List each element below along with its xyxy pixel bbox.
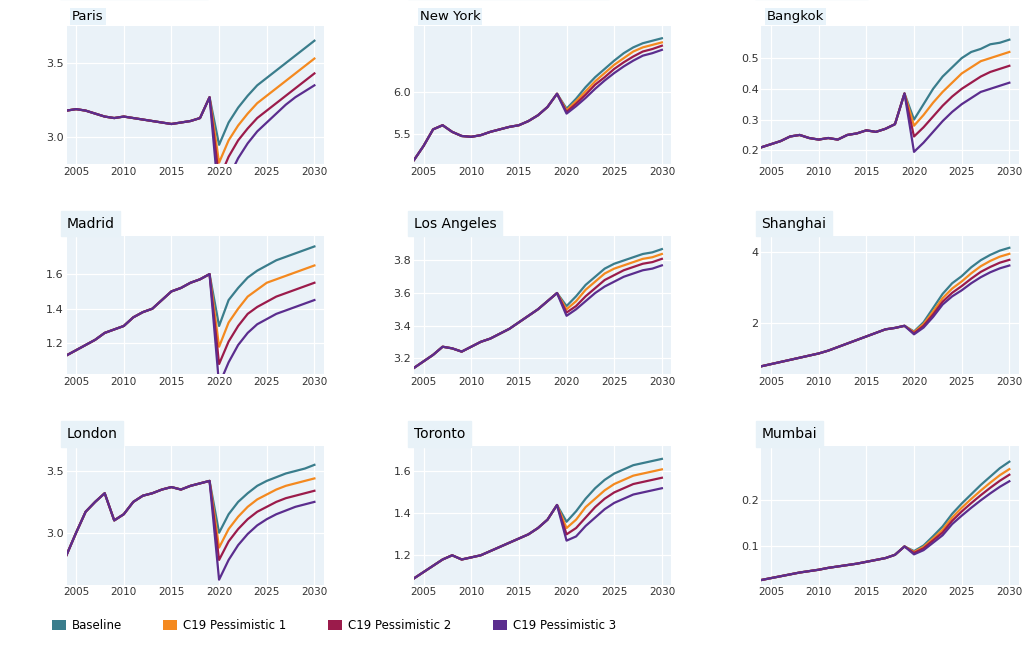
Text: Toronto: Toronto (420, 430, 469, 444)
Legend: Baseline, C19 Pessimistic 1, C19 Pessimistic 2, C19 Pessimistic 3: Baseline, C19 Pessimistic 1, C19 Pessimi… (47, 614, 621, 637)
Text: Paris: Paris (72, 10, 103, 23)
Text: London: London (67, 427, 118, 441)
Text: Shanghai: Shanghai (767, 220, 829, 233)
Text: Madrid: Madrid (67, 217, 115, 231)
Text: London: London (72, 430, 121, 444)
Text: New York: New York (420, 10, 480, 23)
Text: Shanghai: Shanghai (767, 220, 829, 233)
Text: Mumbai: Mumbai (767, 430, 820, 444)
Text: Paris: Paris (72, 10, 103, 23)
Text: Madrid: Madrid (72, 220, 118, 233)
Text: Madrid: Madrid (72, 220, 118, 233)
Text: Toronto: Toronto (420, 430, 469, 444)
Text: Mumbai: Mumbai (767, 430, 820, 444)
Text: New York: New York (420, 10, 480, 23)
Text: Shanghai: Shanghai (762, 217, 826, 231)
Text: Los Angeles: Los Angeles (414, 217, 497, 231)
Text: Bangkok: Bangkok (767, 10, 824, 23)
Text: Los Angeles: Los Angeles (420, 220, 499, 233)
Text: Toronto: Toronto (414, 427, 465, 441)
Text: Mumbai: Mumbai (762, 427, 817, 441)
Text: Bangkok: Bangkok (767, 10, 824, 23)
Text: London: London (72, 430, 121, 444)
Text: Los Angeles: Los Angeles (420, 220, 499, 233)
